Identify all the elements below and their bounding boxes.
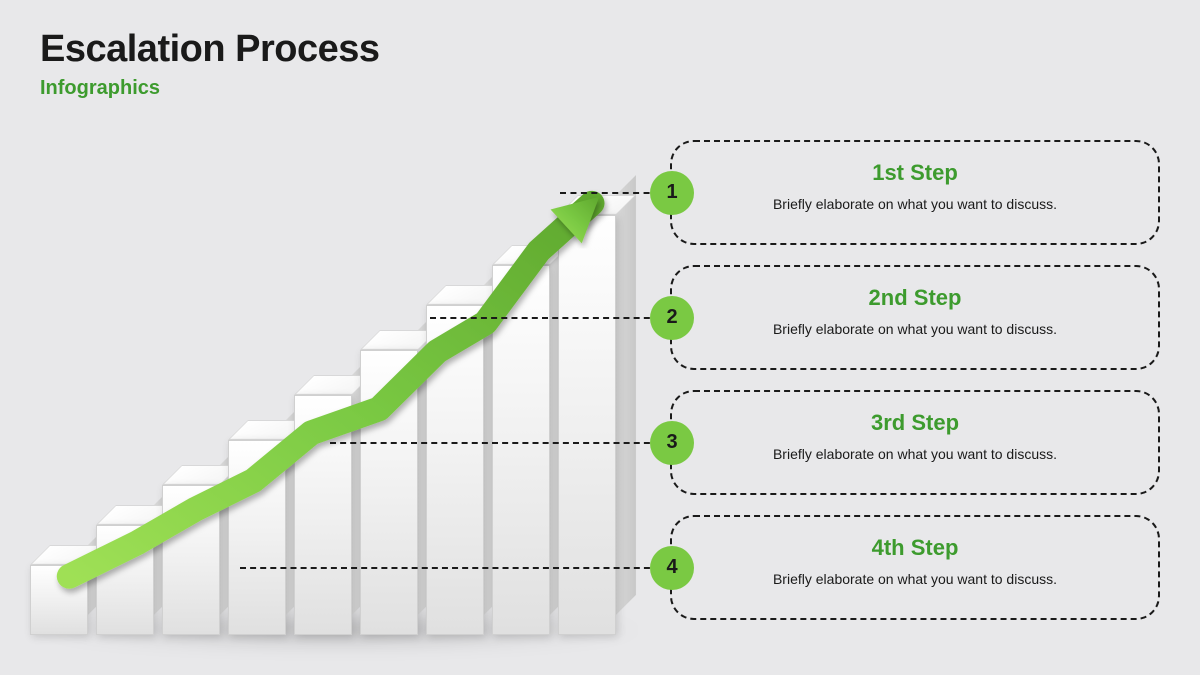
page-subtitle: Infographics — [40, 77, 380, 100]
step-card: 11st StepBriefly elaborate on what you w… — [670, 140, 1160, 245]
bar-3d — [492, 265, 550, 635]
step-description: Briefly elaborate on what you want to di… — [700, 446, 1130, 462]
bar-chart-3d — [30, 155, 650, 635]
step-card: 22nd StepBriefly elaborate on what you w… — [670, 265, 1160, 370]
connector-line — [430, 317, 660, 319]
step-number-badge: 3 — [650, 421, 694, 465]
step-description: Briefly elaborate on what you want to di… — [700, 571, 1130, 587]
step-number-badge: 2 — [650, 296, 694, 340]
step-number-badge: 1 — [650, 171, 694, 215]
step-title: 4th Step — [700, 535, 1130, 561]
step-title: 3rd Step — [700, 410, 1130, 436]
step-title: 2nd Step — [700, 285, 1130, 311]
bar-3d — [294, 395, 352, 635]
step-number-badge: 4 — [650, 546, 694, 590]
bar-3d — [360, 350, 418, 635]
step-title: 1st Step — [700, 160, 1130, 186]
header: Escalation Process Infographics — [40, 28, 380, 100]
bar-3d — [558, 215, 616, 635]
connector-line — [240, 567, 660, 569]
bar-3d — [162, 485, 220, 635]
page-title: Escalation Process — [40, 28, 380, 71]
step-description: Briefly elaborate on what you want to di… — [700, 321, 1130, 337]
step-card: 33rd StepBriefly elaborate on what you w… — [670, 390, 1160, 495]
bar-3d — [96, 525, 154, 635]
bar-3d — [228, 440, 286, 635]
bar-3d — [426, 305, 484, 635]
connector-line — [560, 192, 660, 194]
step-description: Briefly elaborate on what you want to di… — [700, 196, 1130, 212]
bar-3d — [30, 565, 88, 635]
connector-line — [330, 442, 660, 444]
bars-container — [30, 155, 650, 635]
step-card: 44th StepBriefly elaborate on what you w… — [670, 515, 1160, 620]
